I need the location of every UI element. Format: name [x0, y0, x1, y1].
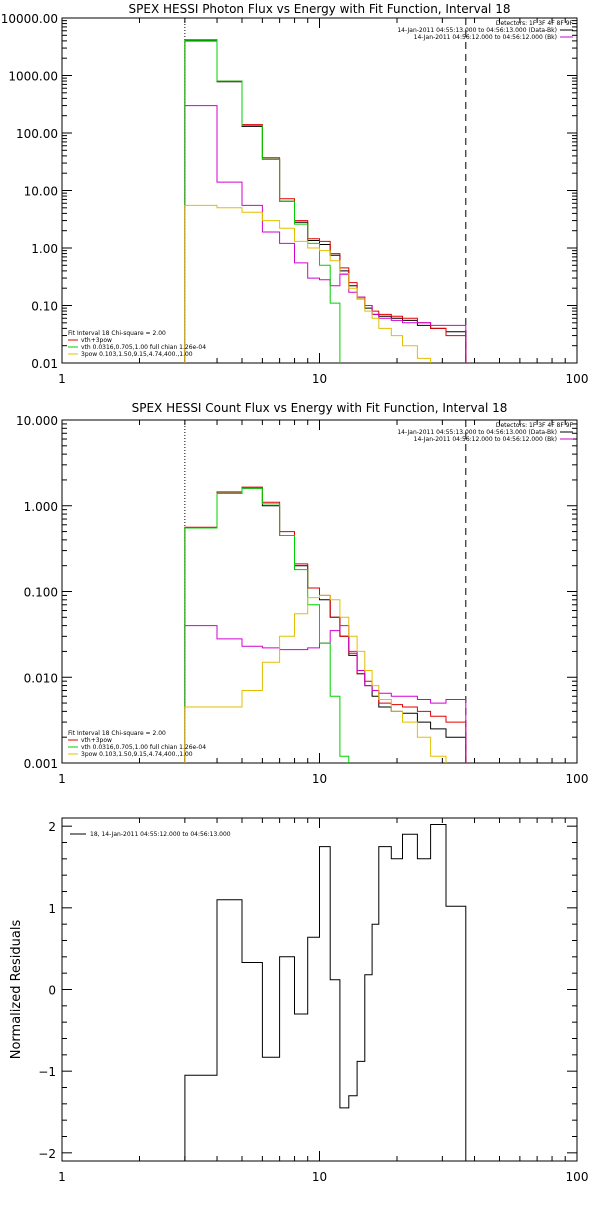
- y-tick-label: 100.00: [16, 127, 58, 141]
- y-tick-label: 1.000: [24, 500, 58, 514]
- chart-2: SPEX HESSI Count Flux vs Energy with Fit…: [16, 401, 589, 786]
- plot-area: [184, 18, 467, 363]
- y-tick-label: 2: [48, 820, 56, 834]
- chart-3: 1 10 100 −2 −1 0 1 2 Normalized Residuals 18, 14-…: [9, 817, 589, 1184]
- y-tick-label: 0.100: [24, 586, 58, 600]
- series-4-line: [184, 39, 341, 363]
- y-tick-label: 0.001: [24, 757, 58, 771]
- fit-legend-text: Fit Interval 18 Chi-square = 2.00: [68, 730, 166, 737]
- y-tick-label: 1000.00: [8, 70, 58, 84]
- fit-legend-text: vth 0.0316,0.705,1.00 full chian 1.26e-0…: [81, 344, 206, 351]
- x-tick-label: 1: [58, 772, 66, 786]
- plot-area: [184, 420, 467, 763]
- y-tick-label: 1: [48, 902, 56, 916]
- fit-legend-text: 3pow 0.103,1.50,9.15,4.74,400.,1.00: [81, 351, 193, 358]
- info-line: 14-Jan-2011 04:56:12.000 to 04:56:12.000…: [414, 436, 557, 443]
- y-tick-label: 0.10: [31, 300, 58, 314]
- x-tick-label: 1: [58, 372, 66, 386]
- chart-1: SPEX HESSI Photon Flux vs Energy with Fi…: [1, 2, 589, 386]
- y-tick-label: 10000.00: [1, 12, 58, 26]
- series-2-line: [184, 486, 467, 763]
- chart-title: SPEX HESSI Photon Flux vs Energy with Fi…: [129, 2, 511, 16]
- x-tick-label: 10: [312, 1170, 327, 1184]
- plot-frame: [61, 17, 578, 364]
- info-line: Detectors: 1F 3F 4F 8F 9F: [496, 20, 574, 27]
- plot-area: [184, 824, 467, 1161]
- series-4-line: [184, 487, 350, 763]
- x-tick-label: 10: [312, 772, 327, 786]
- x-tick-label: 1: [58, 1170, 66, 1184]
- info-line: Detectors: 1F 3F 4F 8F 9F: [496, 422, 574, 429]
- series-3-line: [184, 625, 467, 763]
- y-tick-label: 1.00: [31, 242, 58, 256]
- y-axis-label: Normalized Residuals: [9, 920, 24, 1060]
- y-tick-label: 0.010: [24, 671, 58, 685]
- series-1-line: [184, 40, 467, 363]
- fit-legend-text: 3pow 0.103,1.50,9.15,4.74,400.,1.00: [81, 751, 193, 758]
- y-tick-label: 0: [48, 984, 56, 998]
- y-tick-label: −2: [38, 1147, 56, 1161]
- fit-legend-text: vth+3pow: [81, 337, 112, 344]
- legend-text: 18, 14-Jan-2011 04:55:12.000 to 04:56:13…: [90, 831, 231, 838]
- series-5-line: [184, 594, 447, 763]
- info-line: 14-Jan-2011 04:55:13.000 to 04:56:13.000…: [397, 429, 557, 436]
- x-tick-label: 100: [566, 1170, 589, 1184]
- y-tick-label: −1: [38, 1065, 56, 1079]
- info-line: 14-Jan-2011 04:56:12.000 to 04:56:12.000…: [414, 34, 557, 41]
- fit-legend-text: Fit Interval 18 Chi-square = 2.00: [68, 330, 166, 337]
- series-2-line: [184, 39, 467, 363]
- y-tick-label: 10.000: [16, 414, 58, 428]
- series-1-line: [184, 824, 467, 1161]
- y-tick-label: 0.01: [31, 357, 58, 371]
- chart-title: SPEX HESSI Count Flux vs Energy with Fit…: [132, 401, 508, 415]
- fit-legend-text: vth+3pow: [81, 737, 112, 744]
- y-tick-label: 10.00: [24, 185, 58, 199]
- series-1-line: [184, 487, 467, 763]
- fit-legend-text: vth 0.0316,0.705,1.00 full chian 1.26e-0…: [81, 744, 206, 751]
- series-5-line: [184, 204, 432, 363]
- x-tick-label: 100: [566, 772, 589, 786]
- x-tick-label: 10: [312, 372, 327, 386]
- x-tick-label: 100: [566, 372, 589, 386]
- info-line: 14-Jan-2011 04:55:13.000 to 04:56:13.000…: [397, 27, 557, 34]
